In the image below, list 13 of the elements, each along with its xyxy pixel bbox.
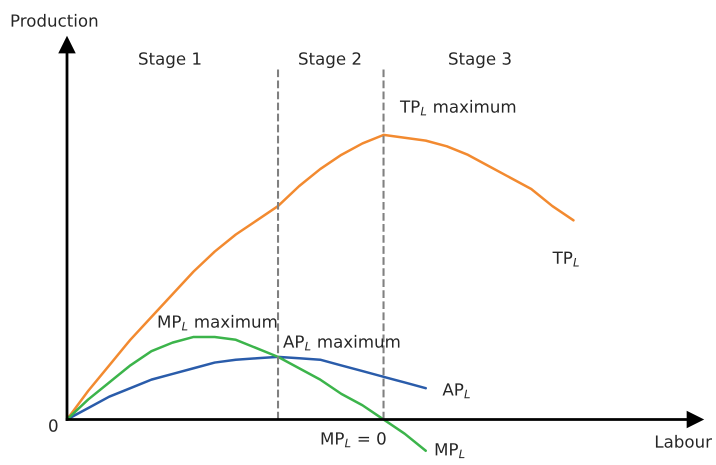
text: Production bbox=[12, 14, 98, 27]
text: Stage 1 bbox=[139, 52, 200, 68]
annotation: AP$_{L}$ maximum bbox=[283, 334, 400, 350]
series-label: TP$_{L}$ bbox=[552, 252, 579, 266]
x-axis-title: Labour bbox=[656, 434, 712, 448]
text: TP$_{L}$ maximum bbox=[400, 100, 516, 116]
series-label: AP$_{L}$ bbox=[442, 383, 470, 398]
text: 0 bbox=[49, 419, 58, 432]
annotation: MP$_{L}$ maximum bbox=[158, 314, 276, 330]
text: Stage 2 bbox=[299, 52, 360, 68]
annotation: MP$_{L}$ = 0 bbox=[322, 432, 386, 448]
text: Stage 3 bbox=[449, 52, 511, 68]
series-label: MP$_{L}$ bbox=[436, 443, 464, 458]
